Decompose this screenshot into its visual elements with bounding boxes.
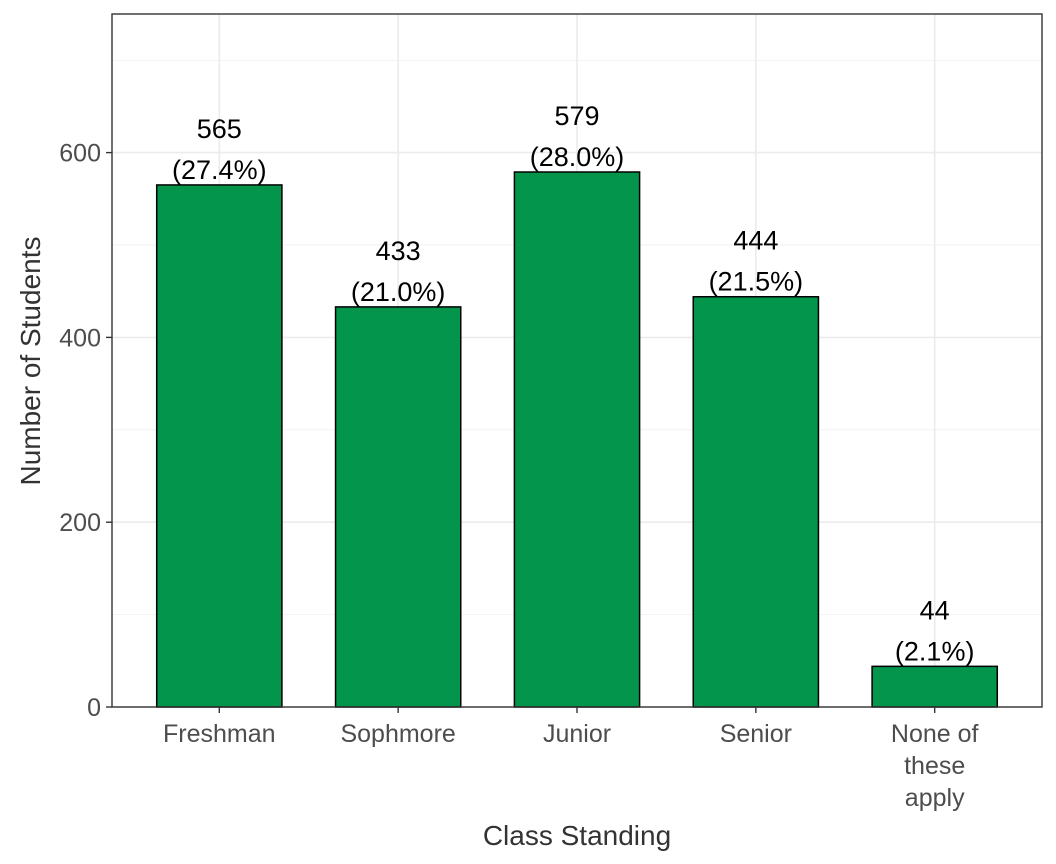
y-tick-label: 200 — [59, 509, 101, 537]
x-tick-label-line: Junior — [543, 720, 611, 748]
x-tick-label-line: Senior — [720, 720, 792, 748]
bar-senior — [692, 295, 820, 708]
y-tick-label: 0 — [87, 694, 101, 722]
x-tick-label: Freshman — [163, 720, 276, 748]
data-labels: 565 (27.4%) 433 (21.0%) 579 (28.0%) 444 (21.5%)… — [172, 101, 974, 666]
x-tick-label-line: these — [904, 752, 965, 780]
bar-count-label: 565 — [197, 114, 242, 144]
y-axis-title: Number of Students — [15, 236, 46, 485]
bar-count-label: 444 — [733, 226, 778, 256]
x-tick-label-line: Freshman — [163, 720, 276, 748]
x-tick-label: Senior — [720, 720, 792, 748]
x-tick-label: Junior — [543, 720, 611, 748]
x-tick-label-line: Sophmore — [340, 720, 455, 748]
bar-percent-label: (2.1%) — [895, 636, 975, 666]
bar-count-label: 44 — [920, 595, 950, 625]
bar-count-label: 433 — [376, 236, 421, 266]
bars — [155, 171, 999, 708]
bar-percent-label: (27.4%) — [172, 155, 267, 185]
x-tick-label: None of these apply — [891, 720, 979, 812]
bar-sophmore — [334, 306, 462, 708]
x-axis-title: Class Standing — [483, 820, 671, 851]
bar-count-label: 579 — [554, 101, 599, 131]
bar-freshman — [155, 184, 283, 708]
y-tick-label: 600 — [59, 140, 101, 168]
y-tick-label: 400 — [59, 324, 101, 352]
x-tick-label-line: None of — [891, 720, 979, 748]
x-tick-label-line: apply — [905, 784, 965, 812]
x-tick-label: Sophmore — [340, 720, 455, 748]
bar-percent-label: (28.0%) — [530, 142, 625, 172]
bar-percent-label: (21.0%) — [351, 277, 446, 307]
bar-none-of-these-apply — [871, 665, 999, 708]
axes: 0 200 400 600 Freshman Sophmore Junior Senior No… — [59, 13, 1043, 812]
bar-junior — [513, 171, 641, 708]
bar-percent-label: (21.5%) — [709, 267, 804, 297]
